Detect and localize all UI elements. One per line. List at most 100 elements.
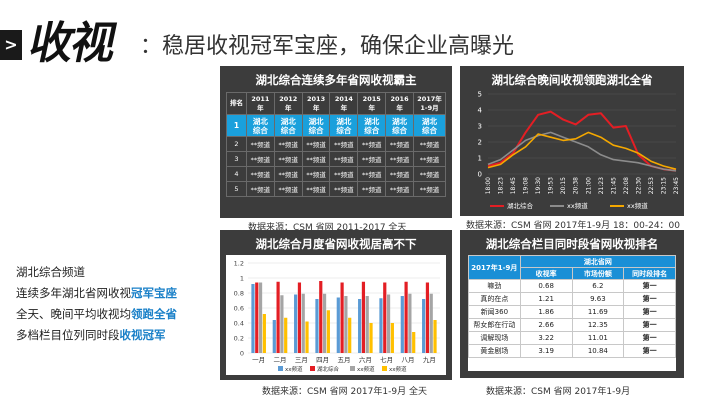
ranking-row: 1 湖北 综合 湖北 综合 湖北 综合 湖北 综合 湖北 综合 湖北 综合 湖北 综合 [226,114,446,137]
bar [400,296,404,353]
legend-label: 湖北综合 [507,201,534,210]
ranking-cell: **频道 [413,151,446,167]
ranking-col-header: 2014 年 [329,92,359,115]
bar-chart-y-tick: 0.8 [234,290,244,298]
bar [390,323,394,353]
ranking-cell: **频道 [246,136,275,152]
ranking-cell: **频道 [273,151,303,167]
ranking-cell: **频道 [246,166,275,182]
monthly-bar-chart-panel: 湖北综合月度省网收视居高不下 0 0.2 0.4 0.6 0.8 1 1.2 一月 二月 三月 四月… [220,230,452,380]
bar [322,293,327,353]
table-cell: 1.21 [519,292,573,306]
table-cell: 第一 [623,344,676,358]
table-cell: 新闻360 [468,305,521,319]
legend-label: xx频道 [389,365,407,373]
line-chart-x-tick: 22:30 [635,177,642,194]
ranking-col-header: 2013 年 [301,92,331,115]
ranking-col-header: 排名 [226,92,247,115]
legend-swatch [278,366,283,371]
bar [379,298,383,353]
bar [280,295,284,353]
table-row: 帮女郎在行动 2.66 12.35 第一 [468,318,676,332]
ranking-col-header: 2015 年 [357,92,387,115]
line-chart-y-tick: 4 [478,107,483,115]
line-chart-y-tick: 2 [478,139,482,147]
legend-label: xx频道 [285,365,303,373]
bar [365,296,369,353]
bar [344,296,348,353]
bar [297,282,302,353]
bar [408,293,412,353]
line-series-hubei-zonghe [487,110,677,172]
summary-text: 湖北综合频道 连续多年湖北省网收视冠军宝座 全天、晚间平均收视均领跑全省 多档栏… [16,262,177,346]
table-header-share: 市场份额 [571,267,625,280]
ranking-cell: **频道 [385,166,414,182]
ranking-cell: **频道 [385,151,414,167]
line-chart-x-tick: 20:38 [573,177,580,194]
table-cell: 第一 [623,305,676,319]
program-ranking-table: 2017年1-9月 湖北省网 收视率 市场份额 同时段排名 嘛劲 0.68 6.2 第… [468,255,677,358]
line-chart-x-tick: 21:00 [585,177,592,194]
bar [383,282,387,353]
ranking-cell: **频道 [357,136,387,152]
bar [326,310,330,353]
table-cell: 10.84 [571,344,625,358]
legend-label: xx频道 [357,365,375,373]
table-cell: 12.35 [571,318,625,332]
bar [340,282,344,353]
ranking-cell: **频道 [357,181,387,197]
bar-chart-x-tick: 一月 [252,356,265,364]
ranking-cell: **频道 [246,181,275,197]
bar-chart-x-tick: 三月 [295,356,308,364]
table-cell: 3.22 [519,331,573,345]
line-series-xx-channel-2 [487,131,677,170]
table-cell: 调解现场 [468,331,521,345]
ranking-source-note: 数据来源：CSM 省网 2011-2017 全天 [248,223,407,233]
table-cell: 9.63 [571,292,625,306]
bar [429,293,433,353]
line-chart-x-tick: 18:23 [498,177,505,194]
bar-chart-y-tick: 0.2 [234,335,244,343]
bar-chart-x-tick: 八月 [402,356,415,364]
table-header-rank: 同时段排名 [623,267,676,280]
table-cell: 2.66 [519,318,573,332]
bar-chart-x-tick: 二月 [274,356,287,364]
bar [412,332,416,353]
bar [422,299,426,353]
ranking-cell: 湖北 综合 [246,114,275,137]
ranking-cell: **频道 [273,166,303,182]
program-ranking-source-note: 数据来源：CSM 省网 2017年1-9月 [486,387,631,397]
table-cell: 第一 [623,318,676,332]
line-chart-x-tick: 21:45 [610,177,617,194]
line-chart-x-tick: 18:00 [485,177,492,194]
bar [404,281,408,353]
bar [272,320,276,353]
ranking-cell: **频道 [301,181,331,197]
ranking-col-header: 2012 年 [273,92,303,115]
table-cell: 11.69 [571,305,625,319]
ranking-rank-cell: 1 [226,114,247,137]
bar [258,282,263,353]
ranking-col-header: 2017年 1-9月 [413,92,446,115]
bar-chart-x-tick: 七月 [380,355,393,364]
table-header-group: 湖北省网 [519,255,677,268]
table-cell: 黄金剧场 [468,344,521,358]
ranking-cell: **频道 [329,166,359,182]
line-chart-x-tick: 23:15 [660,177,667,194]
ranking-row: 3 **频道 **频道 **频道 **频道 **频道 **频道 **频道 [226,151,446,167]
ranking-cell: **频道 [329,136,359,152]
table-cell: 6.2 [571,279,625,293]
legend-label: xx频道 [567,201,588,210]
ranking-col-header: 2011 年 [246,92,275,115]
ranking-cell: 湖北 综合 [273,114,303,137]
ranking-rank-cell: 4 [226,166,247,182]
bar [319,281,323,353]
bar-chart-y-tick: 0.4 [234,320,244,328]
ranking-cell: 湖北 综合 [329,114,359,137]
bar [369,323,373,353]
ranking-rank-cell: 5 [226,181,247,197]
line-chart-x-tick: 23:45 [673,177,680,194]
ranking-cell: **频道 [301,136,331,152]
line-chart-x-tick: 19:08 [523,177,530,194]
line-chart-x-tick: 22:08 [623,177,630,194]
